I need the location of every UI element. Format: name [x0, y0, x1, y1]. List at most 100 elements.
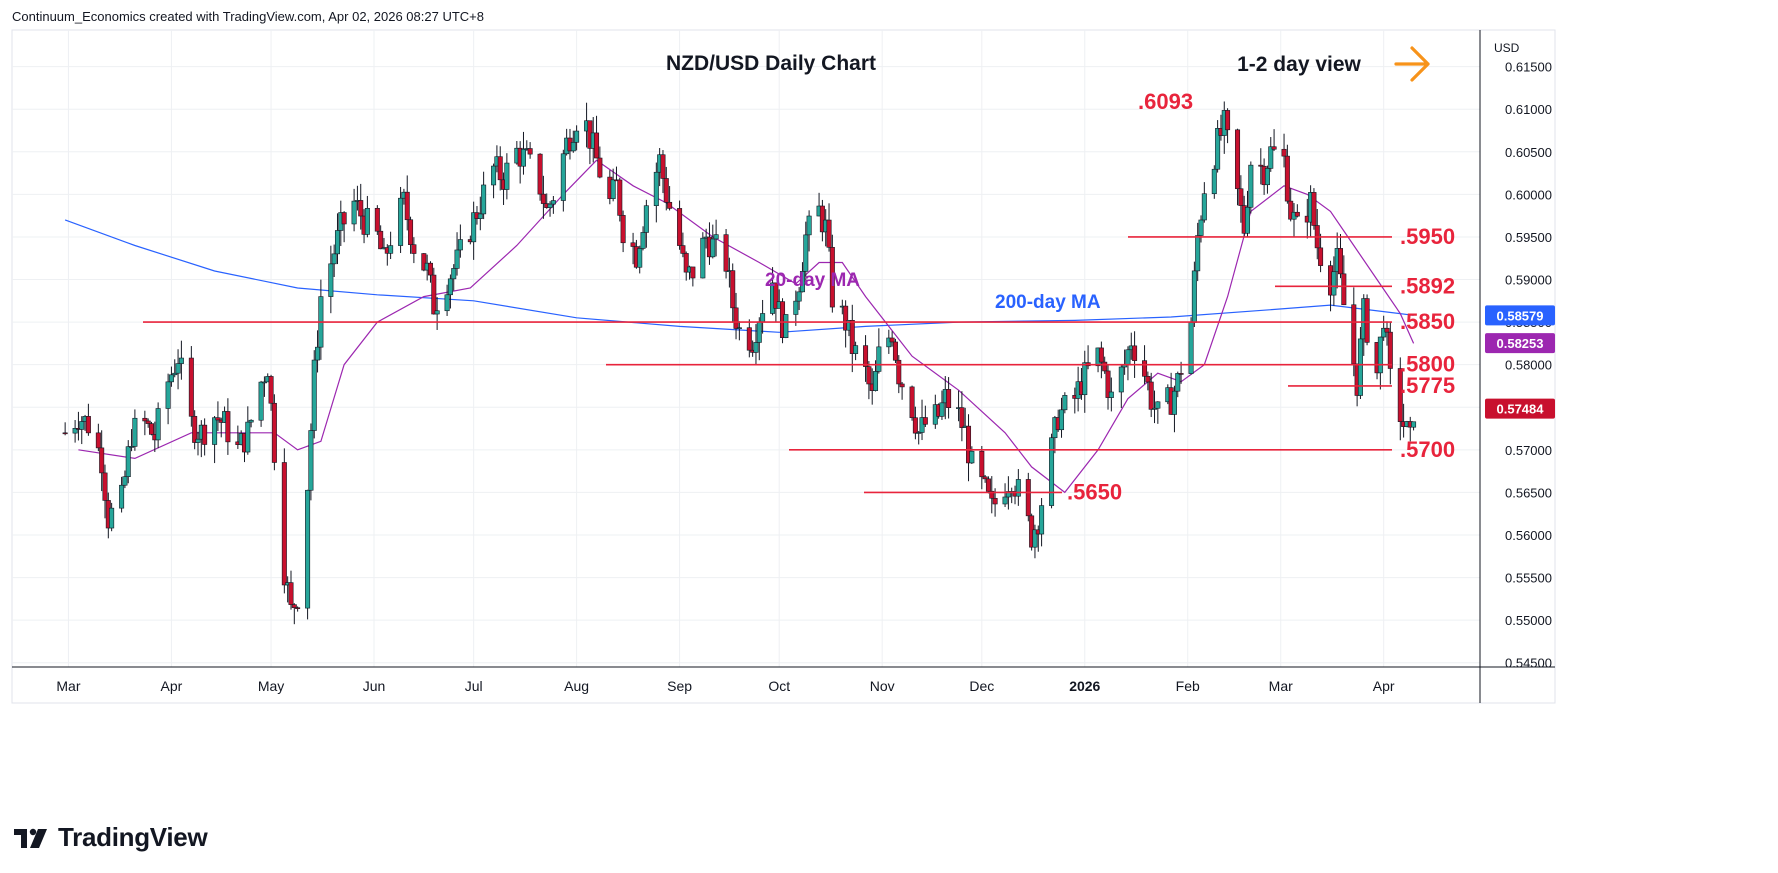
candle-body: [491, 165, 497, 186]
candle: [172, 359, 178, 378]
candle-body: [866, 366, 872, 385]
candle: [819, 199, 825, 242]
candle: [1284, 144, 1290, 204]
candle-body: [398, 197, 404, 246]
candle-body: [421, 253, 427, 271]
candle-body: [315, 346, 321, 361]
candle: [849, 304, 855, 373]
tradingview-logo[interactable]: TradingView: [14, 822, 208, 853]
candle-body: [62, 432, 68, 435]
candle-body: [168, 374, 174, 383]
y-tick-label: 0.60500: [1505, 145, 1552, 160]
candle-body: [653, 171, 659, 207]
candle: [1264, 165, 1270, 194]
candle-body: [979, 450, 985, 478]
view-label: 1-2 day view: [1237, 53, 1361, 76]
candle-body: [1059, 409, 1065, 431]
candle-body: [1364, 298, 1370, 343]
y-tick-label: 0.57000: [1505, 443, 1552, 458]
candle: [457, 224, 463, 258]
x-tick-label: Jun: [363, 678, 386, 694]
candle: [1002, 483, 1008, 507]
candle-body: [142, 417, 148, 422]
candle: [1198, 215, 1204, 243]
candle: [829, 234, 835, 313]
candle: [451, 264, 457, 291]
candle: [540, 175, 546, 219]
candle: [1039, 498, 1045, 547]
candle: [1245, 190, 1251, 238]
candle-body: [261, 381, 267, 384]
candle: [195, 431, 201, 456]
candle-body: [783, 314, 789, 338]
candle: [520, 131, 526, 175]
candle-body: [1082, 362, 1088, 396]
candle-body: [1341, 273, 1347, 306]
candle-body: [1281, 148, 1287, 157]
candle-body: [1125, 349, 1131, 365]
candle-body: [863, 345, 869, 367]
candle: [1311, 188, 1317, 230]
candle-body: [853, 345, 859, 354]
candle: [863, 335, 869, 382]
candle-body: [617, 179, 623, 216]
x-tick-label: May: [258, 678, 284, 694]
candle-body: [640, 232, 646, 249]
candle: [1357, 327, 1363, 400]
candle: [1085, 345, 1091, 370]
candle-body: [1152, 407, 1158, 410]
candle-body: [620, 215, 626, 244]
candle-body: [1005, 491, 1011, 498]
candle: [281, 448, 287, 594]
candle-body: [1377, 336, 1383, 374]
candle-body: [1357, 338, 1363, 396]
candle-body: [374, 207, 380, 232]
x-tick-label: Apr: [161, 678, 183, 694]
candle: [889, 331, 895, 347]
candle: [258, 380, 264, 427]
candle: [192, 410, 198, 450]
arrow-right-shape: [1394, 46, 1430, 82]
price-badge-label: 0.58579: [1497, 308, 1544, 323]
candle: [1268, 137, 1274, 172]
level-label: .5650: [1067, 479, 1122, 504]
candle-body: [109, 507, 115, 529]
y-tick-label: 0.56500: [1505, 485, 1552, 500]
candle-body: [570, 141, 576, 152]
candle-body: [248, 419, 254, 423]
candle-body: [1311, 192, 1317, 226]
candle-body: [1351, 304, 1357, 365]
candle-body: [946, 389, 952, 409]
candle-body: [540, 193, 546, 204]
candle-body: [95, 432, 101, 449]
candle-body: [258, 381, 264, 421]
candle: [1082, 350, 1088, 413]
candle-body: [1039, 505, 1045, 535]
candle-body: [172, 372, 178, 376]
candle: [341, 211, 347, 243]
candle: [404, 175, 410, 231]
candle: [773, 282, 779, 323]
candle-body: [710, 238, 716, 258]
candle-body: [753, 342, 759, 353]
candle: [570, 130, 576, 153]
candle: [985, 476, 991, 494]
candle-body: [663, 178, 669, 203]
candle: [1062, 392, 1068, 414]
candle: [421, 253, 427, 272]
candle: [663, 166, 669, 211]
candle-body: [145, 420, 151, 424]
candle: [1384, 321, 1390, 346]
candle: [853, 341, 859, 361]
candle: [132, 409, 138, 451]
candle-body: [909, 386, 915, 419]
candle: [1191, 261, 1197, 328]
candle-body: [291, 604, 297, 608]
candle-body: [1225, 110, 1231, 131]
candle-body: [1284, 155, 1290, 202]
candle-body: [132, 417, 138, 447]
candle-body: [1098, 347, 1104, 363]
candle-body: [730, 270, 736, 309]
candle: [261, 376, 267, 397]
